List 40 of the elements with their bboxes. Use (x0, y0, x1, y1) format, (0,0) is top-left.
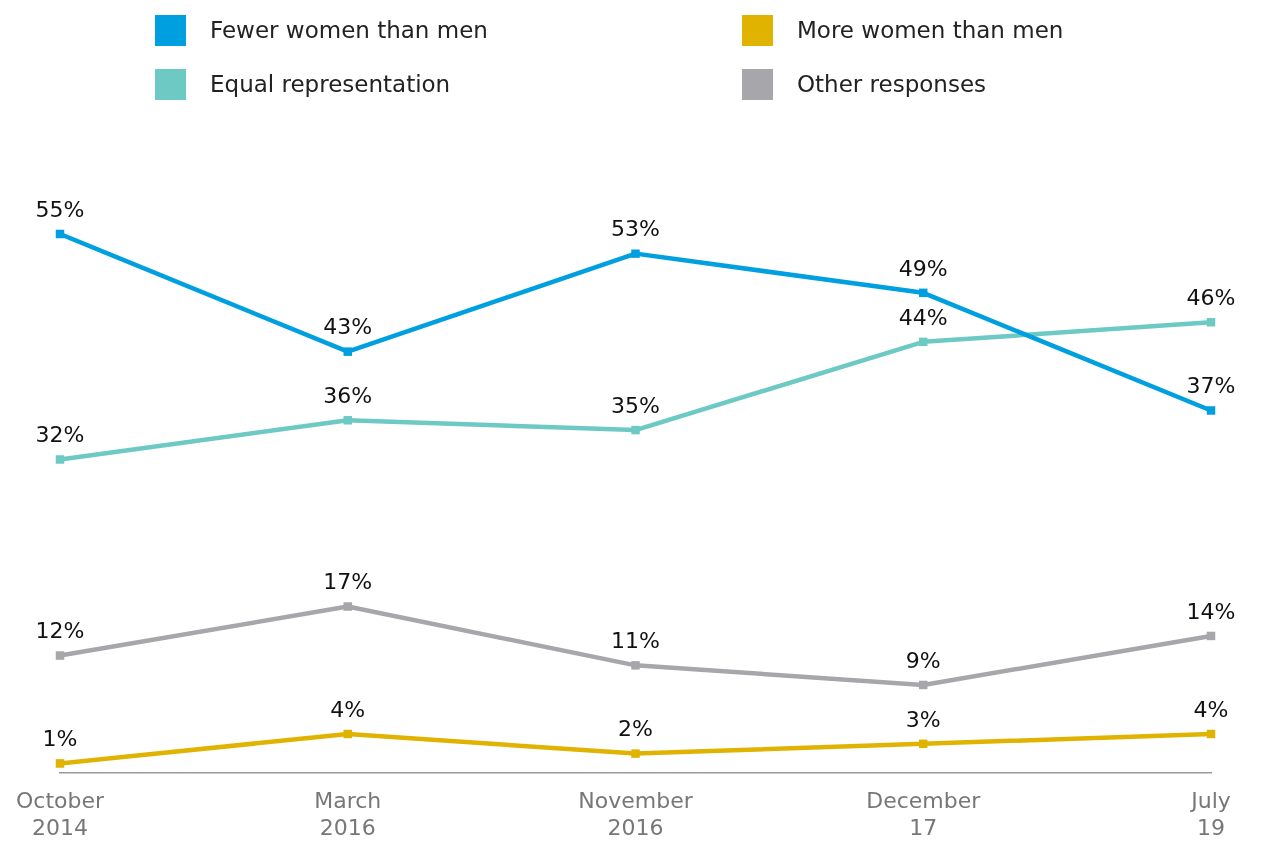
data-label: 1% (42, 726, 78, 752)
data-label: 14% (1186, 598, 1236, 624)
data-label: 44% (898, 304, 948, 330)
point (631, 249, 640, 258)
data-label: 32% (35, 422, 85, 448)
legend-label: Other responses (797, 71, 987, 97)
data-label: 53% (611, 216, 660, 242)
data-label: 2% (618, 716, 653, 742)
point (343, 602, 352, 611)
point (631, 425, 640, 435)
point (1206, 406, 1216, 415)
data-label: 49% (898, 255, 948, 281)
point (55, 759, 65, 768)
data-label: 3% (905, 706, 941, 732)
data-label: 12% (35, 618, 85, 644)
x-tick-label: November 2016 (578, 788, 694, 840)
data-label: 46% (1186, 284, 1236, 310)
point (631, 661, 640, 670)
legend-label: Equal representation (210, 71, 451, 97)
data-label: 9% (905, 647, 941, 673)
legend-label: Fewer women than men (210, 17, 488, 43)
point (55, 651, 65, 660)
x-tick-label: December 17 (866, 788, 982, 840)
x-tick-label: July 19 (1189, 788, 1231, 840)
data-label: 43% (323, 314, 373, 340)
data-label: 17% (323, 569, 373, 595)
data-label: 35% (611, 392, 660, 418)
point (55, 455, 65, 464)
data-label: 4% (330, 696, 366, 722)
data-label: 37% (1186, 373, 1236, 399)
x-tick-label: October 2014 (15, 788, 105, 840)
data-label: 55% (35, 196, 85, 222)
x-tick-label: March 2016 (314, 788, 382, 840)
legend-label: More women than men (797, 17, 1064, 43)
point (343, 416, 352, 425)
point (343, 347, 352, 356)
point (631, 749, 640, 758)
data-label: 11% (611, 628, 660, 654)
data-label: 36% (323, 383, 373, 408)
data-label: 4% (1193, 696, 1229, 722)
